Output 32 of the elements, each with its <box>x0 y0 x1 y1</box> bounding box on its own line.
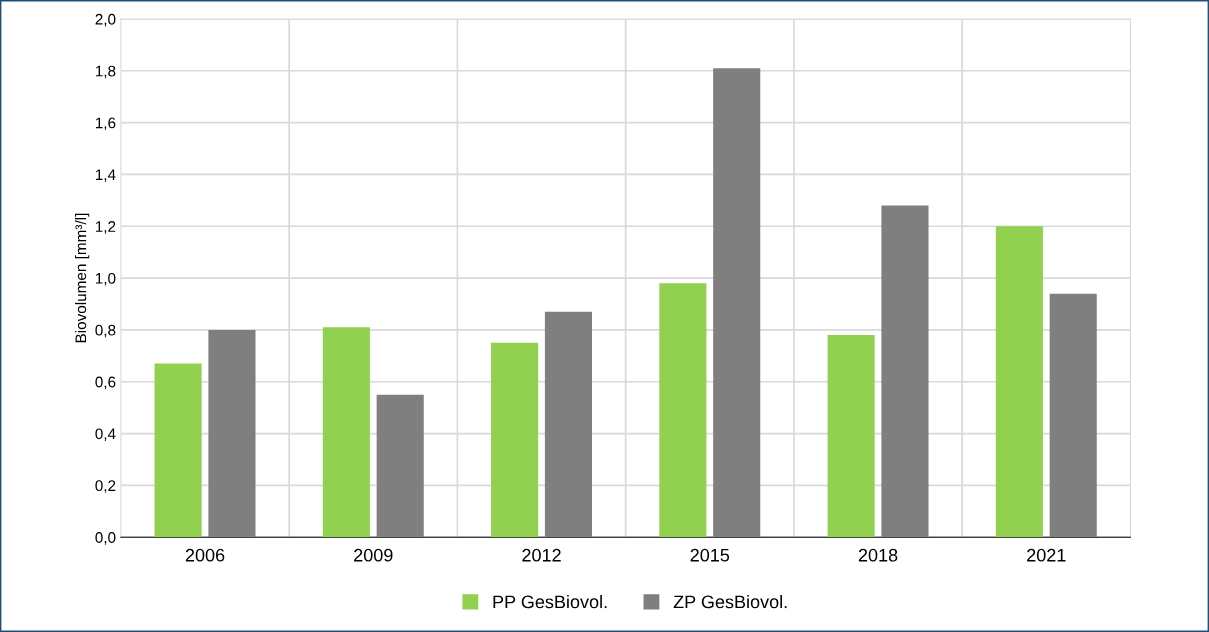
y-tick-label: 0,0 <box>95 532 116 545</box>
bar <box>154 363 202 538</box>
bar <box>659 283 707 538</box>
legend-label: ZP GesBiovol. <box>673 595 787 609</box>
bar <box>713 68 761 538</box>
bar <box>208 329 256 538</box>
x-tick-label: 2006 <box>185 548 225 562</box>
y-tick-label: 1,8 <box>95 65 116 79</box>
y-tick-label: 2,0 <box>95 13 116 27</box>
y-tick-label: 1,0 <box>95 272 116 286</box>
y-tick-label: 0,4 <box>95 428 116 442</box>
x-tick-label: 2021 <box>1027 548 1066 562</box>
bar <box>1049 293 1097 538</box>
x-tick-label: 2018 <box>858 548 898 562</box>
bar <box>376 394 424 538</box>
legend-label: PP GesBiovol. <box>493 595 607 609</box>
bar <box>995 226 1043 538</box>
y-tick-label: 0,2 <box>95 480 116 493</box>
bar <box>322 327 370 538</box>
bar <box>544 311 593 538</box>
y-tick-label: 1,4 <box>95 169 116 182</box>
x-tick-label: 2009 <box>354 548 393 562</box>
y-tick-label: 1,6 <box>95 117 116 131</box>
bar <box>881 205 929 538</box>
x-tick-label: 2015 <box>690 548 730 562</box>
y-tick-label: 0,8 <box>95 324 116 338</box>
x-tick-label: 2012 <box>522 548 561 562</box>
y-tick-label: 1,2 <box>95 221 116 234</box>
bar <box>827 335 875 538</box>
y-axis-title: Biovolumen [mm³/l] <box>75 213 90 343</box>
y-tick-label: 0,6 <box>95 376 116 390</box>
bar <box>491 342 539 538</box>
